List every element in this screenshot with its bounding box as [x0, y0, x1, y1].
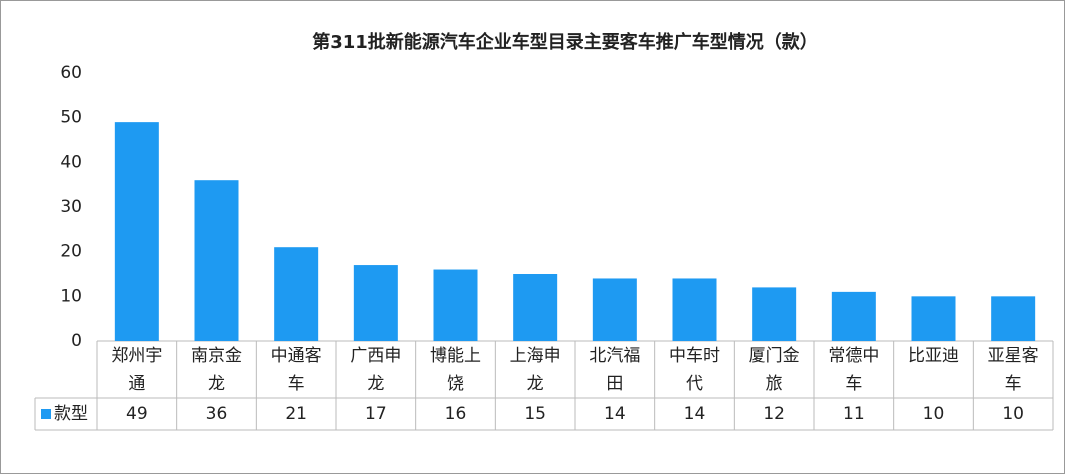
x-tick-label: 亚星客车: [987, 346, 1039, 394]
table-value: 10: [923, 404, 945, 424]
legend-swatch: [41, 409, 51, 419]
bar: [433, 269, 478, 341]
y-tick-label: 20: [60, 242, 82, 262]
bar: [752, 287, 797, 341]
table-value: 16: [445, 404, 467, 424]
y-tick-label: 0: [71, 331, 82, 351]
table-value: 12: [763, 404, 785, 424]
x-tick-label: 中车时代: [669, 346, 720, 394]
y-tick-label: 60: [60, 63, 82, 83]
x-tick-label: 厦门金旅: [748, 346, 800, 394]
table-value: 36: [206, 404, 228, 424]
table-value: 17: [365, 404, 387, 424]
y-tick-label: 30: [60, 197, 82, 217]
x-tick-label: 北汽福田: [589, 346, 641, 394]
bar: [911, 296, 956, 341]
y-tick-label: 10: [60, 286, 82, 306]
bar: [194, 180, 239, 341]
legend-label: 款型: [54, 404, 88, 424]
x-tick-label: 南京金龙: [191, 346, 242, 394]
bar: [114, 122, 159, 341]
bar: [592, 278, 637, 341]
x-tick-label: 常德中车: [828, 346, 880, 394]
table-value: 11: [843, 404, 865, 424]
table-value: 14: [684, 404, 706, 424]
x-tick-label: 比亚迪: [908, 346, 959, 366]
bar: [513, 274, 558, 341]
chart-title: 第311批新能源汽车企业车型目录主要客车推广车型情况（款）: [312, 31, 818, 53]
y-tick-label: 40: [60, 152, 82, 172]
x-tick-label: 上海申龙: [509, 346, 561, 394]
bar: [672, 278, 717, 341]
table-value: 10: [1002, 404, 1024, 424]
x-tick-label: 郑州宇通: [111, 346, 163, 394]
table-value: 14: [604, 404, 626, 424]
x-tick-label: 博能上饶: [430, 346, 481, 394]
table-value: 49: [126, 404, 148, 424]
bar: [274, 247, 319, 341]
x-tick-label: 中通客车: [270, 346, 322, 394]
bar: [831, 291, 876, 341]
y-tick-label: 50: [60, 108, 82, 128]
table-value: 15: [524, 404, 546, 424]
x-tick-label: 广西申龙: [350, 346, 402, 394]
table-value: 21: [285, 404, 307, 424]
bar: [991, 296, 1036, 341]
bar: [353, 265, 398, 341]
